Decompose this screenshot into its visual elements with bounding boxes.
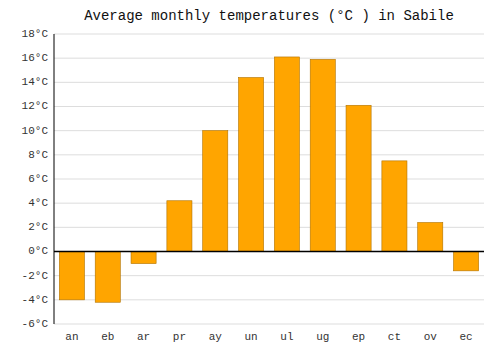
bar bbox=[239, 78, 264, 252]
x-tick-label: ul bbox=[280, 331, 293, 343]
bar bbox=[382, 161, 407, 252]
x-tick-label: pr bbox=[173, 331, 186, 343]
title: Average monthly temperatures (°C ) in Sa… bbox=[84, 8, 454, 24]
bars bbox=[59, 57, 478, 302]
grid-line bbox=[54, 324, 484, 325]
y-tick-label: 6°C bbox=[28, 173, 48, 185]
y-tick-label: 14°C bbox=[22, 76, 49, 88]
grid-line bbox=[54, 154, 484, 155]
grid-line bbox=[54, 106, 484, 107]
y-tick-label: 12°C bbox=[22, 100, 49, 112]
bar bbox=[454, 252, 479, 271]
y-tick-label: 10°C bbox=[22, 125, 49, 137]
x-tick-label: an bbox=[65, 331, 78, 343]
x-tick-label: ar bbox=[137, 331, 150, 343]
grid-line bbox=[54, 251, 484, 252]
bar bbox=[95, 252, 120, 303]
x-tick-label: ov bbox=[424, 331, 438, 343]
bar bbox=[310, 59, 335, 251]
bar bbox=[418, 223, 443, 252]
grid-line bbox=[54, 130, 484, 131]
x-tick-label: ay bbox=[209, 331, 223, 343]
grid-line bbox=[54, 58, 484, 59]
bar bbox=[346, 105, 371, 251]
grid-line bbox=[54, 82, 484, 83]
y-tick-label: -6°C bbox=[22, 318, 49, 330]
bar bbox=[274, 57, 299, 252]
x-tick-label: eb bbox=[101, 331, 114, 343]
y-tick-label: 4°C bbox=[28, 197, 48, 209]
grid-line bbox=[54, 203, 484, 204]
bar bbox=[59, 252, 84, 300]
x-tick-label: un bbox=[244, 331, 257, 343]
x-tick-label: ep bbox=[352, 331, 365, 343]
x-tick-labels: an eb ar pr ay un ul ug ep ct ov ec bbox=[65, 331, 472, 343]
bar bbox=[203, 131, 228, 252]
grid-line bbox=[54, 34, 484, 35]
y-axis-line bbox=[54, 34, 55, 324]
y-tick-label: 2°C bbox=[28, 221, 48, 233]
grid-line bbox=[54, 179, 484, 180]
x-tick-label: ec bbox=[459, 331, 472, 343]
y-tick-label: 8°C bbox=[28, 149, 48, 161]
y-tick-label: 16°C bbox=[22, 52, 49, 64]
chart: -6°C -4°C -2°C 0°C 2°C 4°C 6°C 8°C 10°C 12°C 14°C 1… bbox=[0, 0, 500, 350]
x-tick-label: ct bbox=[388, 331, 401, 343]
bar bbox=[131, 252, 156, 264]
y-tick-label: -2°C bbox=[22, 270, 49, 282]
bar bbox=[167, 201, 192, 252]
grid bbox=[54, 34, 484, 324]
y-tick-label: 0°C bbox=[28, 245, 48, 257]
x-tick-label: ug bbox=[316, 331, 329, 343]
y-tick-labels: -6°C -4°C -2°C 0°C 2°C 4°C 6°C 8°C 10°C 12°C 14°C 1… bbox=[22, 28, 49, 330]
y-tick-label: -4°C bbox=[22, 294, 49, 306]
zero-line bbox=[54, 251, 484, 253]
y-tick-label: 18°C bbox=[22, 28, 49, 40]
